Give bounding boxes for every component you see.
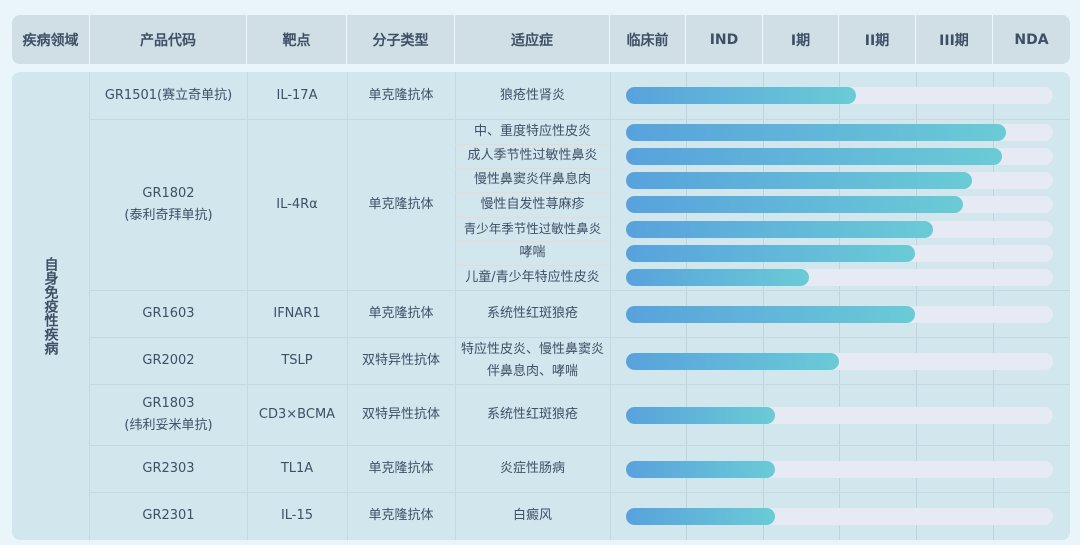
product-code-gr2301: GR2301 xyxy=(142,508,195,523)
indication-gr1501: 狼疮性肾炎 xyxy=(499,87,565,103)
type-gr2002: 双特异性抗体 xyxy=(361,352,440,368)
indication-gr1802-7: 儿童/青少年特应性皮炎 xyxy=(465,269,600,285)
type-gr2301: 单克隆抗体 xyxy=(368,508,434,523)
product-code-gr1603: GR1603 xyxy=(142,305,195,321)
progress-bar-gr2002 xyxy=(626,353,839,370)
progress-bar-gr1803 xyxy=(626,407,775,424)
target-gr1603: IFNAR1 xyxy=(273,305,321,321)
product-code-gr2303: GR2303 xyxy=(142,460,195,476)
header-molecule-type: 分子类型 xyxy=(347,15,455,64)
header-phase3: III期 xyxy=(916,15,993,64)
type-gr1802: 单克隆抗体 xyxy=(368,196,434,212)
header-phase2: II期 xyxy=(839,15,916,64)
disease-area-cell: 自身免疫性疾病 xyxy=(12,72,90,540)
progress-bar-gr2303 xyxy=(626,461,775,478)
product-code-gr1802: GR1802 (泰利奇拜单抗) xyxy=(124,185,213,223)
progress-bar-gr1802-4 xyxy=(626,196,963,213)
progress-bar-gr1802-3 xyxy=(626,172,972,189)
type-gr1803: 双特异性抗体 xyxy=(361,406,440,422)
disease-area-label: 自身免疫性疾病 xyxy=(42,257,59,355)
header-phase1: I期 xyxy=(763,15,839,64)
progress-bar-gr1501 xyxy=(626,87,856,104)
indication-gr1802-3: 慢性鼻窦炎伴鼻息肉 xyxy=(473,172,591,187)
header-target: 靶点 xyxy=(247,15,347,64)
header-product-code: 产品代码 xyxy=(90,15,247,64)
type-gr2303: 单克隆抗体 xyxy=(368,460,434,476)
target-gr1803: CD3×BCMA xyxy=(258,406,336,422)
table-header: 疾病领域 产品代码 靶点 分子类型 适应症 临床前 IND I期 II期 III… xyxy=(12,15,1070,64)
target-gr2301: IL-15 xyxy=(280,508,314,523)
progress-bar-gr1603 xyxy=(626,306,915,323)
progress-bar-gr1802-7 xyxy=(626,269,809,286)
header-ind: IND xyxy=(686,15,763,64)
type-gr1603: 单克隆抗体 xyxy=(368,305,434,321)
indication-gr1803: 系统性红斑狼疮 xyxy=(486,406,578,422)
target-gr2303: TL1A xyxy=(280,460,314,476)
indication-gr1802-2: 成人季节性过敏性鼻炎 xyxy=(467,148,598,163)
product-code-gr1501: GR1501(赛立奇单抗) xyxy=(104,87,233,103)
header-preclinical: 临床前 xyxy=(610,15,686,64)
indication-gr2303: 炎症性肠病 xyxy=(499,460,565,476)
indication-gr2002: 特应性皮炎、慢性鼻窦炎 伴鼻息肉、哮喘 xyxy=(460,341,604,379)
product-code-gr2002: GR2002 xyxy=(142,352,195,368)
pipeline-table-body: 自身免疫性疾病 GR1501(赛立奇单抗) IL-17A 单克隆抗体 狼疮性肾炎… xyxy=(12,72,1070,540)
indication-gr2301: 白癜风 xyxy=(512,508,552,523)
header-nda: NDA xyxy=(1014,31,1049,48)
product-code-gr1803: GR1803 (纬利妥米单抗) xyxy=(124,395,213,433)
header-indication: 适应症 xyxy=(455,15,610,64)
progress-bar-gr2301 xyxy=(626,508,775,525)
header-disease-area: 疾病领域 xyxy=(12,15,90,64)
target-gr1501: IL-17A xyxy=(276,87,318,103)
indication-gr1802-5: 青少年季节性过敏性鼻炎 xyxy=(463,221,602,236)
type-gr1501: 单克隆抗体 xyxy=(368,87,434,103)
indication-gr1802-1: 中、重度特应性皮炎 xyxy=(473,124,591,139)
progress-bar-gr1802-2 xyxy=(626,148,1002,165)
target-gr2002: TSLP xyxy=(281,352,313,368)
indication-gr1603: 系统性红斑狼疮 xyxy=(486,305,578,321)
target-gr1802: IL-4Rα xyxy=(276,196,318,212)
progress-track xyxy=(626,87,1053,104)
progress-bar-gr1802-1 xyxy=(626,124,1006,141)
indication-gr1802-4: 慢性自发性荨麻疹 xyxy=(480,196,585,212)
progress-bar-gr1802-6 xyxy=(626,245,915,262)
indication-gr1802-6: 哮喘 xyxy=(519,245,546,260)
progress-bar-gr1802-5 xyxy=(626,221,933,238)
